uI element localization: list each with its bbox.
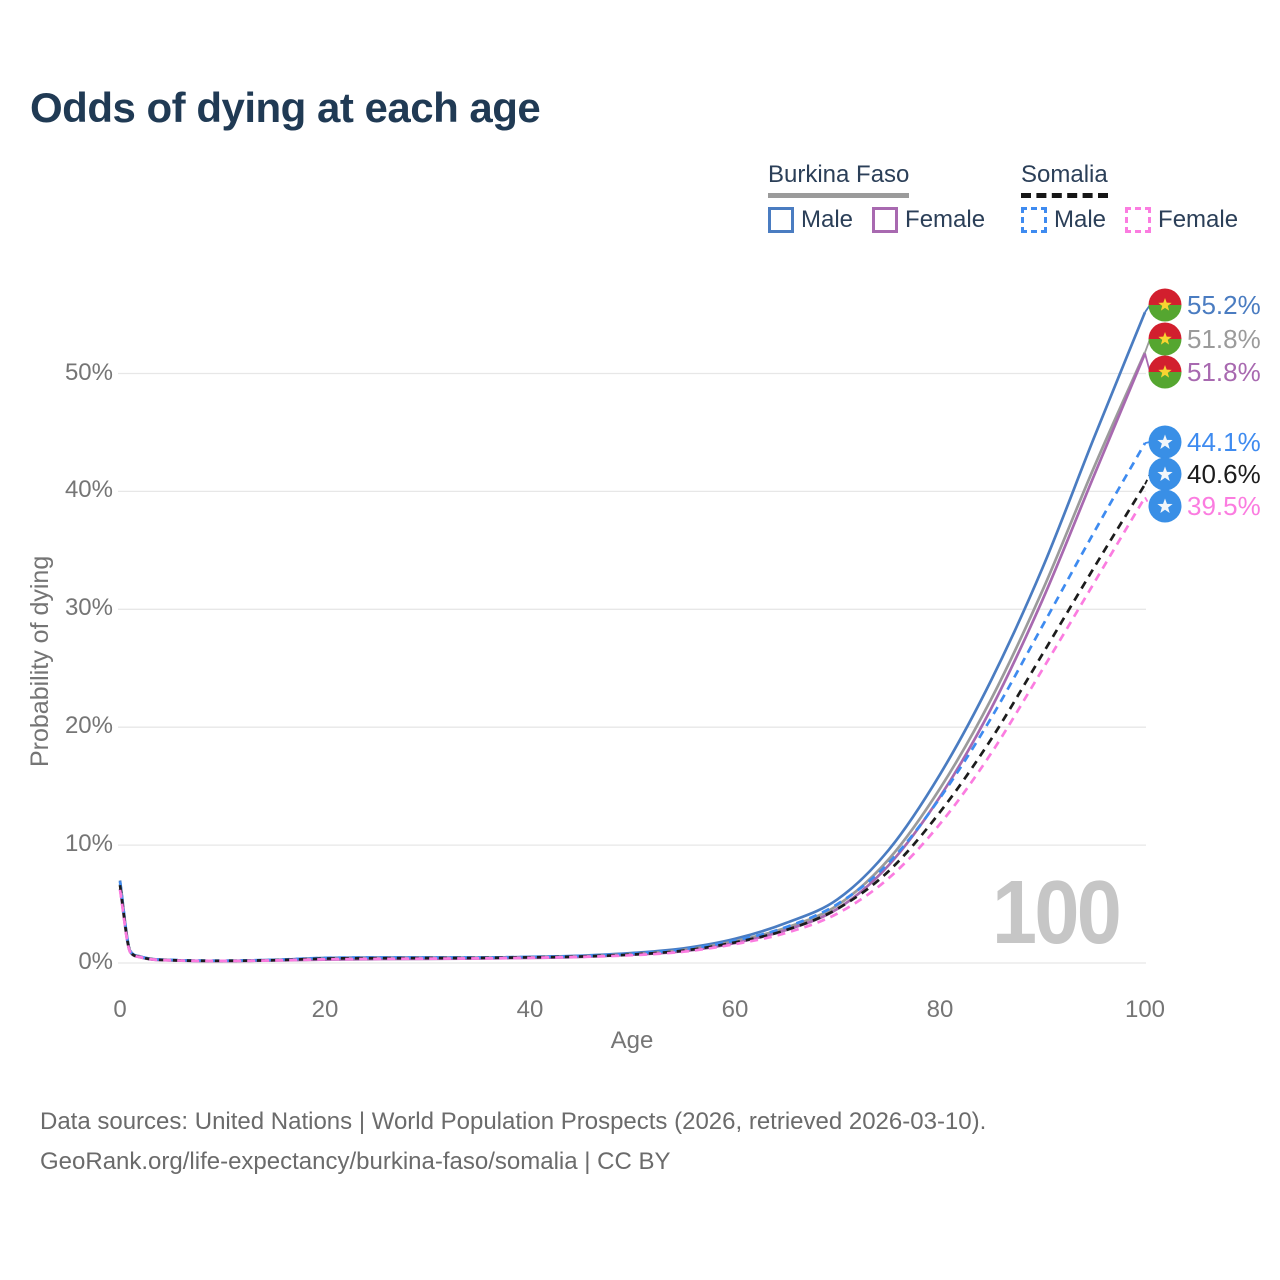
data-sources-text: Data sources: United Nations | World Pop… — [40, 1108, 987, 1135]
series-line-burkina-faso-all[interactable] — [118, 351, 1147, 963]
x-tick-label: 100 — [1124, 996, 1166, 1023]
series-line-somalia-all[interactable] — [118, 483, 1147, 963]
end-label-somalia-female: 39.5% — [1148, 489, 1261, 523]
y-tick-label: 0% — [78, 948, 113, 975]
end-value: 44.1% — [1187, 426, 1261, 457]
series-line-burkina-faso-female[interactable] — [118, 352, 1147, 963]
legend-row-somalia: Male Female — [1021, 206, 1257, 234]
legend-label-somalia-female[interactable]: Female — [1158, 206, 1239, 233]
age-indicator-watermark: 100 — [992, 863, 1122, 963]
y-tick-label: 50% — [64, 358, 113, 386]
somalia-flag-icon — [1148, 425, 1182, 459]
legend-label-burkina-faso-male[interactable]: Male — [801, 206, 854, 233]
legend-country-somalia[interactable]: Somalia — [1021, 161, 1108, 198]
y-tick-label: 20% — [64, 712, 113, 740]
legend-swatch-somalia-female[interactable] — [1125, 207, 1152, 233]
legend-country-burkina-faso[interactable]: Burkina Faso — [768, 161, 910, 198]
y-tick-label: 30% — [64, 594, 113, 622]
burkina-faso-flag-icon — [1148, 288, 1182, 322]
x-tick-label: 80 — [926, 996, 954, 1023]
somalia-flag-icon — [1148, 457, 1182, 491]
end-value: 39.5% — [1187, 490, 1261, 521]
x-tick-label: 0 — [113, 996, 127, 1023]
x-tick-label: 60 — [721, 996, 749, 1023]
end-value: 55.2% — [1187, 289, 1261, 320]
attribution-text: GeoRank.org/life-expectancy/burkina-faso… — [40, 1148, 671, 1175]
end-label-burkina-faso-female: 51.8% — [1148, 355, 1261, 389]
legend-row-burkina-faso: Male Female — [768, 206, 1004, 234]
legend-swatch-somalia-male[interactable] — [1021, 207, 1047, 233]
end-value: 51.8% — [1187, 323, 1261, 354]
x-tick-label: 20 — [311, 996, 339, 1023]
series-line-somalia-female[interactable] — [118, 496, 1147, 963]
end-label-somalia-all: 40.6% — [1148, 457, 1261, 491]
legend-group-burkina-faso: Burkina Faso Male Female — [768, 161, 1004, 234]
series-line-burkina-faso-male[interactable] — [118, 311, 1147, 963]
legend-label-somalia-male[interactable]: Male — [1054, 206, 1107, 233]
legend-swatch-burkina-faso-female[interactable] — [872, 207, 899, 233]
page-title: Odds of dying at each age — [30, 84, 541, 131]
x-tick-label: 40 — [516, 996, 544, 1023]
end-value: 51.8% — [1187, 356, 1261, 387]
legend-group-somalia: Somalia Male Female — [1021, 161, 1257, 234]
end-label-somalia-male: 44.1% — [1148, 425, 1261, 459]
legend-label-burkina-faso-female[interactable]: Female — [905, 206, 986, 233]
burkina-faso-flag-icon — [1148, 355, 1182, 389]
y-tick-label: 40% — [64, 476, 113, 504]
x-axis-title: Age — [610, 1027, 654, 1054]
end-value: 40.6% — [1187, 458, 1261, 489]
legend-swatch-burkina-faso-male[interactable] — [768, 207, 794, 233]
y-tick-label: 10% — [64, 830, 113, 858]
burkina-faso-flag-icon — [1148, 322, 1182, 356]
end-label-burkina-faso-male: 55.2% — [1148, 288, 1261, 322]
somalia-flag-icon — [1148, 489, 1182, 523]
end-label-burkina-faso-all: 51.8% — [1148, 322, 1261, 356]
